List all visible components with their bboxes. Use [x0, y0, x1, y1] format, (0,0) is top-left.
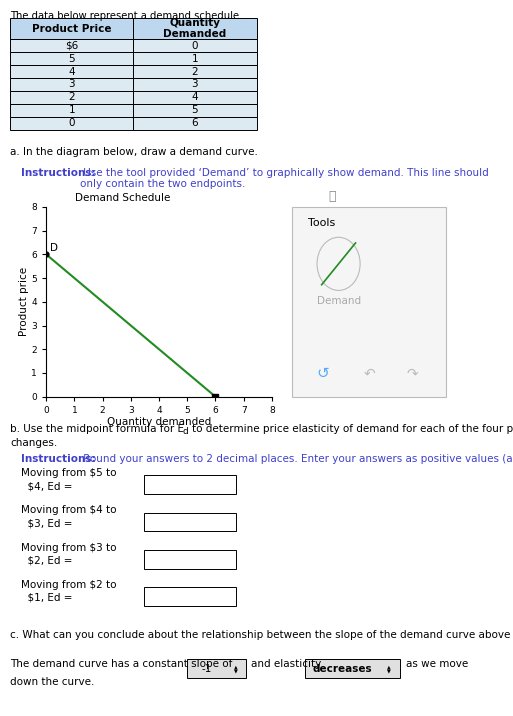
Text: 2: 2 [69, 92, 75, 102]
X-axis label: Quantity demanded: Quantity demanded [107, 417, 211, 427]
FancyBboxPatch shape [133, 39, 256, 52]
Text: a. In the diagram below, draw a demand curve.: a. In the diagram below, draw a demand c… [10, 147, 258, 158]
Text: to determine price elasticity of demand for each of the four possible $1 price: to determine price elasticity of demand … [192, 424, 513, 434]
Text: Moving from $3 to: Moving from $3 to [21, 543, 116, 553]
Text: b. Use the midpoint formula for E: b. Use the midpoint formula for E [10, 424, 184, 434]
FancyBboxPatch shape [144, 475, 236, 494]
Text: The demand curve has a constant slope of: The demand curve has a constant slope of [10, 659, 232, 669]
Text: -1: -1 [202, 664, 212, 674]
FancyBboxPatch shape [133, 18, 256, 39]
Text: ↷: ↷ [407, 367, 418, 381]
Text: 4: 4 [69, 67, 75, 77]
Text: ↺: ↺ [317, 367, 329, 382]
Text: D: D [50, 243, 58, 253]
FancyBboxPatch shape [144, 550, 236, 569]
Text: 4: 4 [192, 92, 198, 102]
Y-axis label: Product price: Product price [18, 267, 29, 337]
Text: Moving from $4 to: Moving from $4 to [21, 505, 116, 516]
FancyBboxPatch shape [133, 52, 256, 65]
Text: $4, Ed =: $4, Ed = [21, 481, 72, 491]
Text: as we move: as we move [406, 659, 468, 669]
FancyBboxPatch shape [144, 587, 236, 606]
FancyBboxPatch shape [133, 104, 256, 117]
FancyBboxPatch shape [10, 18, 133, 39]
Text: ▲
▼: ▲ ▼ [234, 664, 238, 674]
Text: $3, Ed =: $3, Ed = [21, 518, 72, 528]
Text: $2, Ed =: $2, Ed = [21, 556, 72, 566]
Text: Product Price: Product Price [32, 24, 111, 34]
Text: and elasticity: and elasticity [251, 659, 322, 669]
Text: changes.: changes. [10, 438, 57, 448]
FancyBboxPatch shape [133, 91, 256, 104]
Text: 6: 6 [192, 118, 198, 128]
FancyBboxPatch shape [144, 513, 236, 531]
Text: 3: 3 [69, 79, 75, 90]
Text: ↶: ↶ [364, 367, 375, 381]
Text: $6: $6 [65, 41, 78, 51]
Text: Demand Schedule: Demand Schedule [75, 193, 171, 203]
Text: 3: 3 [192, 79, 198, 90]
FancyBboxPatch shape [305, 659, 400, 678]
FancyBboxPatch shape [10, 104, 133, 117]
Text: Use the tool provided ‘Demand’ to graphically show demand. This line should only: Use the tool provided ‘Demand’ to graphi… [80, 168, 488, 189]
Text: Instructions:: Instructions: [21, 454, 95, 464]
Text: 2: 2 [192, 67, 198, 77]
FancyBboxPatch shape [10, 91, 133, 104]
Text: Instructions:: Instructions: [21, 168, 95, 178]
FancyBboxPatch shape [187, 659, 246, 678]
FancyBboxPatch shape [10, 78, 133, 91]
Text: Round your answers to 2 decimal places. Enter your answers as positive values (a: Round your answers to 2 decimal places. … [80, 454, 513, 464]
FancyBboxPatch shape [10, 117, 133, 130]
Text: $1, Ed =: $1, Ed = [21, 593, 72, 603]
FancyBboxPatch shape [10, 52, 133, 65]
Text: Moving from $2 to: Moving from $2 to [21, 580, 116, 590]
Text: down the curve.: down the curve. [10, 677, 94, 687]
Text: c. What can you conclude about the relationship between the slope of the demand : c. What can you conclude about the relat… [10, 630, 513, 640]
FancyBboxPatch shape [133, 78, 256, 91]
Text: Demand: Demand [317, 296, 361, 306]
FancyBboxPatch shape [133, 65, 256, 78]
FancyBboxPatch shape [10, 65, 133, 78]
Text: Quantity
Demanded: Quantity Demanded [163, 18, 227, 39]
Text: ▲
▼: ▲ ▼ [387, 664, 390, 674]
Text: 5: 5 [69, 54, 75, 64]
Text: 1: 1 [69, 105, 75, 115]
Text: 1: 1 [192, 54, 198, 64]
FancyBboxPatch shape [292, 207, 446, 397]
Text: 0: 0 [69, 118, 75, 128]
Text: The data below represent a demand schedule.: The data below represent a demand schedu… [10, 11, 243, 21]
FancyBboxPatch shape [10, 39, 133, 52]
Text: ⓘ: ⓘ [328, 190, 336, 203]
Text: 5: 5 [192, 105, 198, 115]
Text: d: d [182, 427, 188, 437]
Text: Moving from $5 to: Moving from $5 to [21, 468, 116, 478]
Text: decreases: decreases [313, 664, 372, 674]
FancyBboxPatch shape [133, 117, 256, 130]
Text: Tools: Tools [308, 218, 335, 228]
Text: 0: 0 [192, 41, 198, 51]
